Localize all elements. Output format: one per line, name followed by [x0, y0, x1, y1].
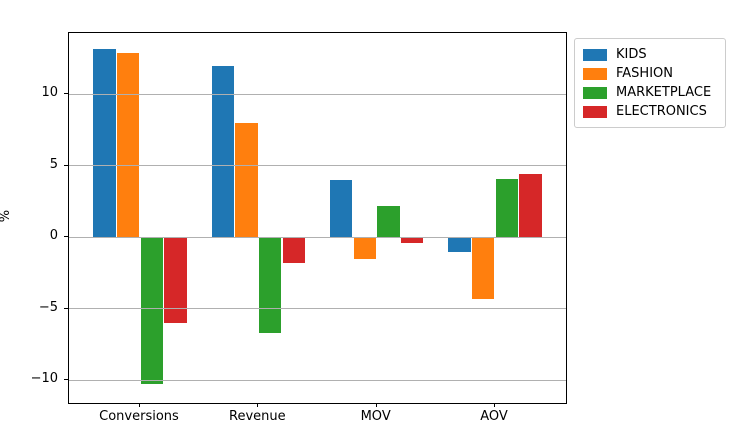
bar-marketplace-revenue: [258, 237, 282, 333]
gridline: [69, 379, 566, 381]
x-tick-mark: [139, 403, 140, 407]
x-tick-label-aov: AOV: [480, 409, 508, 424]
bar-electronics-aov: [519, 174, 542, 238]
bar-fashion-revenue: [235, 123, 258, 238]
gridline: [69, 236, 566, 238]
legend-swatch-fashion: [583, 67, 607, 80]
bar-fashion-aov: [471, 237, 495, 299]
legend-swatch-marketplace: [583, 86, 607, 99]
legend-item: FASHION: [583, 64, 717, 83]
y-tick-label: 0: [49, 228, 58, 244]
x-tick-mark: [494, 403, 495, 407]
y-tick-mark: [64, 379, 68, 381]
legend-label: ELECTRONICS: [616, 104, 707, 119]
bar-kids-conversions: [93, 48, 116, 238]
bar-electronics-mov: [400, 237, 424, 243]
legend-label: FASHION: [616, 66, 673, 81]
legend-item: KIDS: [583, 45, 717, 64]
legend-label: MARKETPLACE: [616, 85, 712, 100]
x-tick-label-mov: MOV: [360, 409, 391, 424]
legend-swatch-kids: [583, 48, 607, 61]
legend-item: MARKETPLACE: [583, 83, 717, 102]
bar-kids-revenue: [211, 65, 235, 238]
bar-electronics-conversions: [164, 237, 187, 323]
y-tick-label: 5: [49, 156, 58, 172]
gridline: [69, 165, 566, 167]
y-tick-mark: [64, 93, 68, 95]
gridline: [69, 93, 566, 95]
y-tick-mark: [64, 236, 68, 238]
y-tick-mark: [64, 307, 68, 309]
x-tick-mark: [375, 403, 377, 407]
bar-fashion-conversions: [116, 53, 140, 238]
legend-swatch-electronics: [583, 105, 607, 118]
y-tick-label: −5: [38, 299, 58, 315]
bar-marketplace-conversions: [140, 237, 164, 385]
bar-kids-aov: [448, 237, 471, 252]
bar-fashion-mov: [353, 237, 377, 259]
bar-marketplace-aov: [495, 178, 519, 238]
legend-label: KIDS: [616, 47, 647, 62]
y-tick-label: 10: [41, 85, 58, 101]
y-tick-label: −10: [30, 371, 58, 387]
x-tick-label-revenue: Revenue: [229, 409, 286, 424]
bar-marketplace-mov: [377, 205, 400, 238]
plot-area: [68, 32, 567, 404]
gridline: [69, 308, 566, 310]
legend-item: ELECTRONICS: [583, 102, 717, 121]
y-tick-mark: [64, 164, 68, 166]
x-tick-mark: [257, 403, 259, 407]
x-tick-label-conversions: Conversions: [99, 409, 179, 424]
bar-kids-mov: [329, 180, 353, 238]
legend: KIDS FASHION MARKETPLACE ELECTRONICS: [574, 38, 726, 128]
bar-electronics-revenue: [282, 237, 306, 263]
